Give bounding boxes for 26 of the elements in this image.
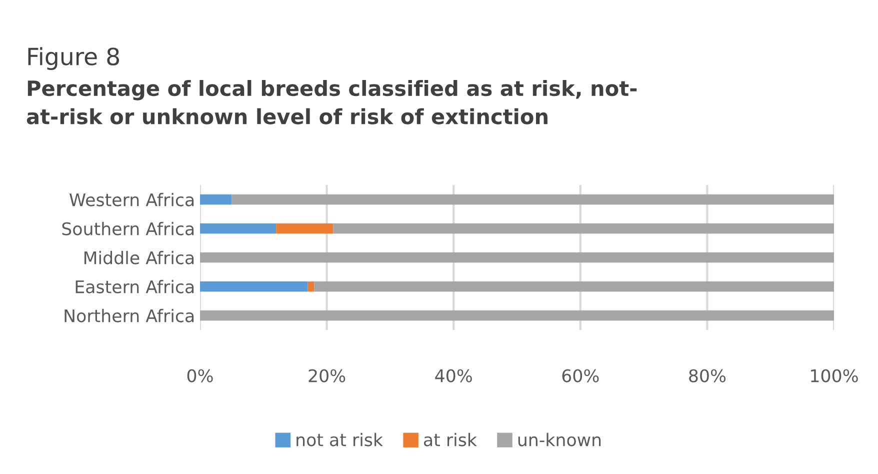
y-tick-label: Middle Africa [84, 250, 194, 264]
bar [200, 223, 276, 234]
bar [200, 252, 834, 263]
legend-label: not at risk [296, 432, 383, 446]
bar [200, 281, 308, 292]
y-tick-label: Western Africa [70, 192, 194, 206]
legend-label: at risk [424, 432, 477, 446]
bar [200, 194, 232, 205]
x-tick-label: 40% [435, 369, 472, 382]
x-tick-label: 100% [811, 369, 858, 382]
x-tick-label: 80% [689, 369, 726, 382]
bar [232, 194, 834, 205]
y-tick-label: Northern Africa [64, 308, 194, 322]
bar [200, 310, 834, 321]
bar [333, 223, 834, 234]
chart-title: Figure 8 [28, 47, 119, 70]
chart-subtitle: Percentage of local breeds classified as at risk, not- at-risk or unknown level of risk of extinction [26, 80, 637, 124]
x-tick-label: 60% [562, 369, 599, 382]
y-tick-label: Southern Africa [62, 222, 194, 236]
bar [308, 281, 314, 292]
x-tick-label: 20% [308, 369, 346, 382]
y-tick-label: Eastern Africa [76, 280, 194, 294]
bar [276, 223, 334, 234]
legend-label: un-known [518, 432, 601, 446]
x-tick-label: 0% [187, 369, 213, 382]
bar [314, 281, 834, 292]
